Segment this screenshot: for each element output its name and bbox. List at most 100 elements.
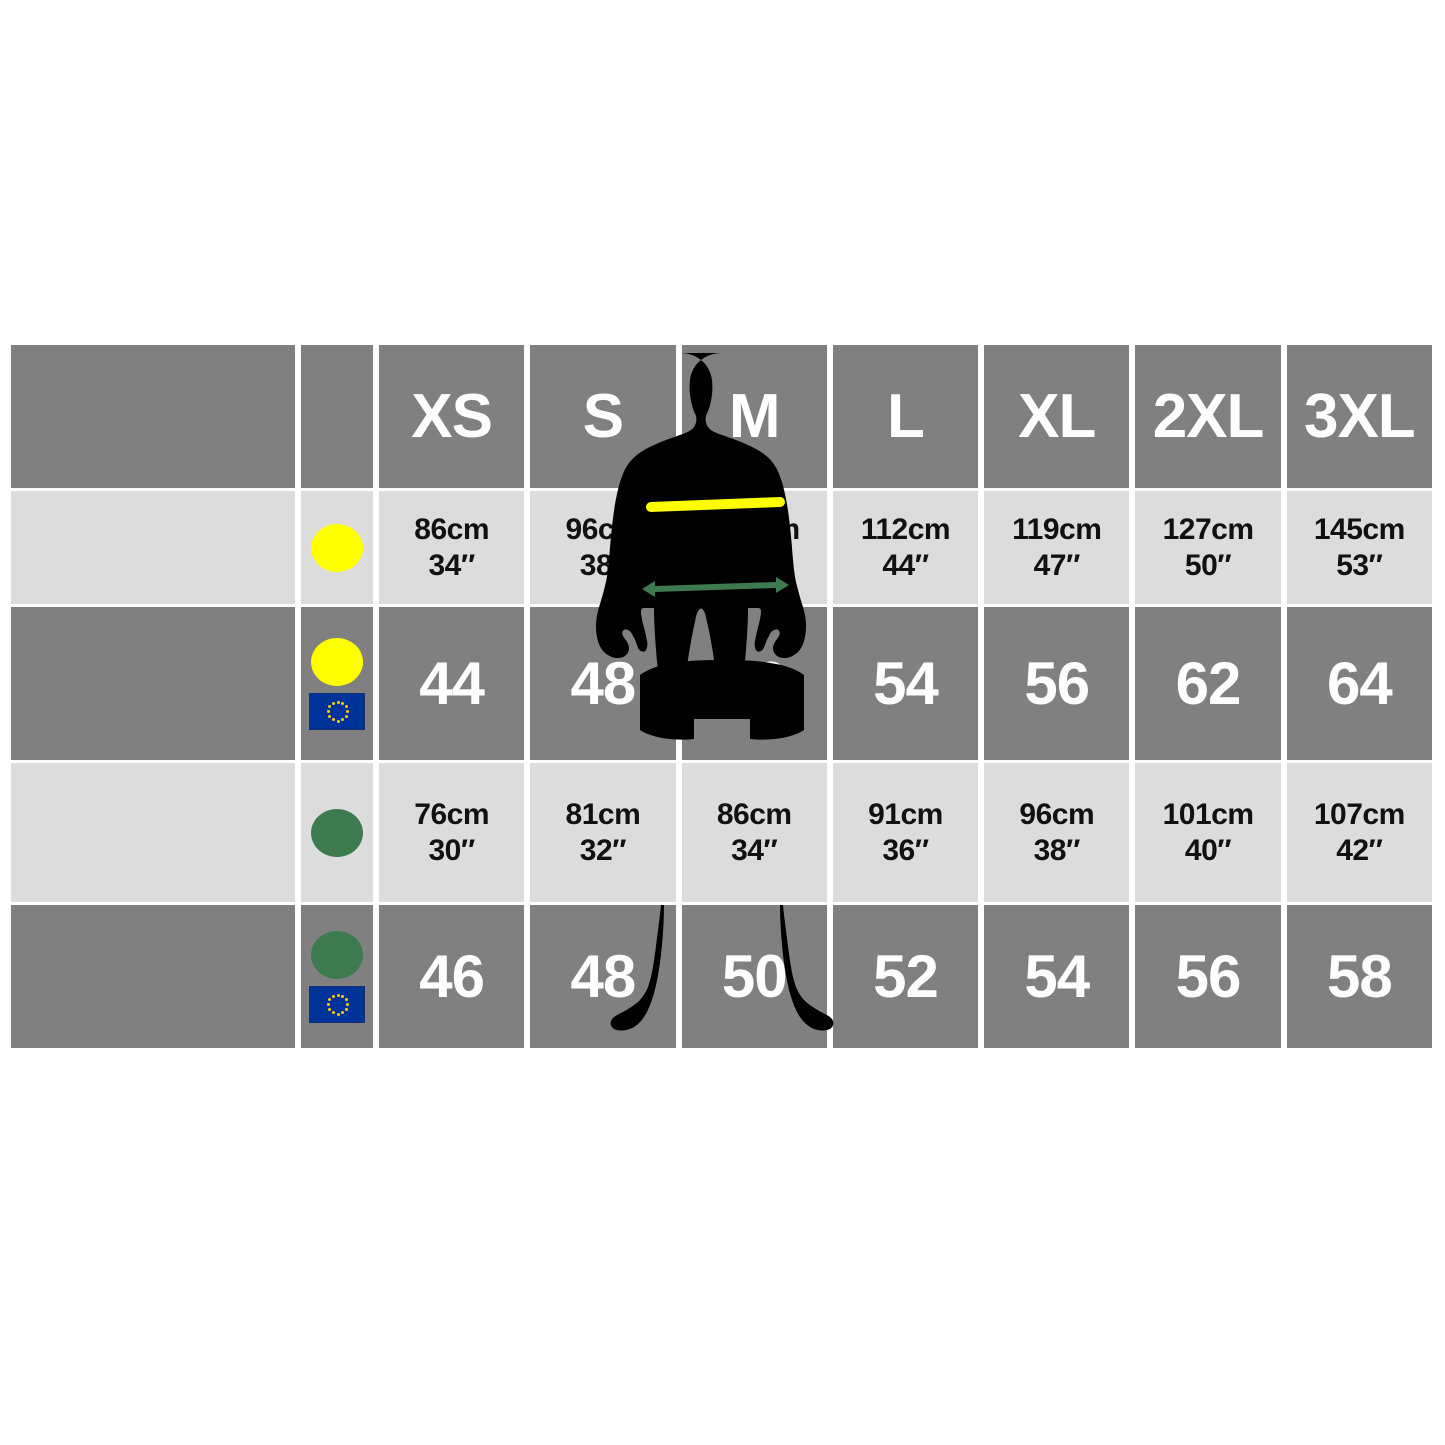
size-label-s: S <box>582 381 624 451</box>
figure-cell-r4 <box>11 905 295 1048</box>
cell-waist-3xl: 107cm 42″ <box>1286 763 1432 902</box>
cell-waist-eu-xl: 54 <box>984 905 1130 1048</box>
chest-in-l: 44″ <box>882 548 929 582</box>
yellow-circle-icon <box>311 523 363 572</box>
cell-chest-2xl: 127cm 50″ <box>1135 491 1281 604</box>
cell-waist-eu-xs: 46 <box>379 905 525 1048</box>
waist-eu-xl: 54 <box>1024 942 1090 1010</box>
header-cell-l: L <box>832 345 979 488</box>
eu-star <box>331 718 335 722</box>
marker-cell-waist-eu <box>301 905 373 1048</box>
eu-star <box>327 1003 330 1006</box>
cell-waist-m: 86cm 34″ <box>681 763 827 902</box>
cell-waist-xs: 76cm 30″ <box>379 763 525 902</box>
waist-cm-xl: 96cm <box>1019 798 1095 832</box>
green-circle-icon <box>311 930 363 979</box>
chest-eu-3xl: 64 <box>1326 649 1393 717</box>
eu-star <box>336 700 340 704</box>
eu-flag-icon <box>309 692 365 730</box>
male-body-silhouette <box>595 353 833 1031</box>
marker-cell-chest-eu <box>301 607 373 760</box>
cell-waist-s: 81cm 32″ <box>530 763 676 902</box>
eu-star <box>344 714 348 718</box>
chest-eu-s: 48 <box>570 649 637 717</box>
size-label-l: L <box>887 381 925 451</box>
cell-chest-eu-3xl: 64 <box>1286 607 1432 760</box>
figure-cell-r1 <box>11 491 295 604</box>
eu-star <box>336 1012 340 1016</box>
chest-eu-xl: 56 <box>1024 649 1090 717</box>
green-waist-measure-arrow <box>641 577 789 597</box>
chest-cm-3xl: 145cm <box>1313 513 1405 547</box>
eu-star <box>331 1011 335 1015</box>
waist-cm-l: 91cm <box>868 798 943 832</box>
cell-chest-eu-xl: 56 <box>984 607 1130 760</box>
chest-in-xs: 34″ <box>428 548 476 582</box>
waist-in-l: 36″ <box>882 833 929 867</box>
eu-star <box>344 1007 348 1011</box>
header-cell-2xl: 2XL <box>1135 345 1281 488</box>
chest-in-2xl: 50″ <box>1184 548 1232 582</box>
eu-star <box>336 719 340 723</box>
cell-chest-xs: 86cm 34″ <box>379 491 525 604</box>
eu-star <box>328 998 332 1002</box>
waist-eu-xs: 46 <box>419 942 485 1010</box>
marker-cell-chest <box>301 491 373 604</box>
size-label-m: M <box>728 381 781 451</box>
eu-star <box>328 705 332 709</box>
header-cell-3xl: 3XL <box>1286 345 1432 488</box>
marker-cell-waist <box>301 763 373 902</box>
cell-chest-xl: 119cm 47″ <box>984 491 1130 604</box>
eu-star <box>341 718 345 722</box>
cell-chest-eu-2xl: 62 <box>1135 607 1281 760</box>
size-label-xl: XL <box>1018 381 1096 451</box>
table-row-waist-eu: 46 48 50 52 54 56 58 <box>11 905 1432 1048</box>
eu-star <box>346 1003 349 1006</box>
eu-star <box>328 1007 332 1011</box>
cell-waist-eu-l: 52 <box>832 905 979 1048</box>
eu-star <box>336 993 340 997</box>
figure-cell-r3 <box>11 763 295 902</box>
waist-in-xl: 38″ <box>1033 833 1081 867</box>
table-header-row: XS S M L XL 2XL 3XL <box>11 345 1432 488</box>
chest-eu-xs: 44 <box>419 649 485 717</box>
yellow-chest-measure-line <box>645 497 785 512</box>
chest-eu-l: 54 <box>873 649 939 717</box>
waist-cm-s: 81cm <box>565 798 641 832</box>
size-label-3xl: 3XL <box>1303 381 1416 451</box>
size-label-2xl: 2XL <box>1152 381 1265 451</box>
cell-waist-eu-m: 50 <box>681 905 827 1048</box>
waist-eu-2xl: 56 <box>1175 942 1242 1010</box>
waist-cm-2xl: 101cm <box>1162 798 1254 832</box>
size-chart-table: XS S M L XL 2XL 3XL 86cm <box>11 345 1432 1048</box>
eu-star <box>341 1011 345 1015</box>
eu-star <box>341 701 345 705</box>
eu-star <box>344 705 348 709</box>
chest-cm-xl: 119cm <box>1012 513 1102 547</box>
waist-cm-3xl: 107cm <box>1313 798 1405 832</box>
table-row-chest-eu: 44 48 50 54 56 62 64 <box>11 607 1432 760</box>
waist-cm-xs: 76cm <box>414 798 489 832</box>
waist-in-s: 32″ <box>579 833 627 867</box>
waist-eu-l: 52 <box>873 942 939 1010</box>
cell-waist-eu-3xl: 58 <box>1286 905 1432 1048</box>
cell-chest-3xl: 145cm 53″ <box>1286 491 1432 604</box>
cell-chest-eu-xs: 44 <box>379 607 525 760</box>
eu-star <box>331 701 335 705</box>
cell-chest-eu-l: 54 <box>832 607 979 760</box>
waist-in-3xl: 42″ <box>1336 833 1383 867</box>
chest-cm-xs: 86cm <box>414 513 489 547</box>
chest-cm-l: 112cm <box>860 513 951 547</box>
marker-header-cell <box>301 345 373 488</box>
chest-in-xl: 47″ <box>1033 548 1081 582</box>
eu-star <box>344 998 348 1002</box>
yellow-circle-icon <box>311 637 363 686</box>
eu-flag-icon <box>309 985 365 1023</box>
waist-in-m: 34″ <box>731 833 778 867</box>
waist-eu-m: 50 <box>721 942 788 1010</box>
waist-in-2xl: 40″ <box>1184 833 1232 867</box>
cell-waist-l: 91cm 36″ <box>832 763 979 902</box>
header-cell-xl: XL <box>984 345 1130 488</box>
table-row-waist-cm: 76cm 30″ 81cm 32″ 86cm 34″ 91cm 36″ 96cm <box>11 763 1432 902</box>
cell-waist-xl: 96cm 38″ <box>984 763 1130 902</box>
